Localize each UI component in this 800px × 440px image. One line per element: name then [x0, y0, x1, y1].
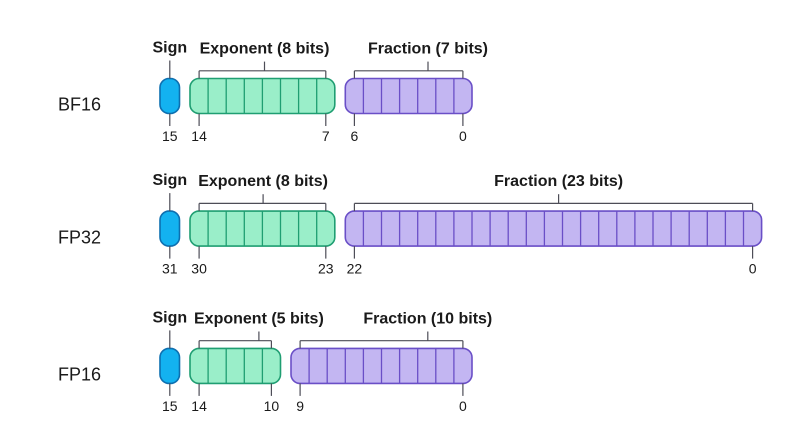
- svg-text:15: 15: [162, 398, 178, 414]
- svg-text:Sign: Sign: [152, 309, 187, 326]
- svg-text:Sign: Sign: [152, 40, 187, 57]
- svg-text:0: 0: [459, 398, 467, 414]
- svg-text:9: 9: [296, 398, 304, 414]
- svg-text:30: 30: [191, 261, 207, 277]
- svg-text:0: 0: [459, 128, 467, 144]
- svg-text:14: 14: [191, 128, 207, 144]
- svg-text:31: 31: [162, 261, 178, 277]
- svg-text:22: 22: [347, 261, 363, 277]
- svg-text:23: 23: [318, 261, 334, 277]
- svg-text:FP16: FP16: [58, 365, 101, 385]
- svg-text:Exponent (5 bits): Exponent (5 bits): [194, 311, 324, 328]
- svg-text:Exponent (8 bits): Exponent (8 bits): [198, 173, 328, 190]
- svg-text:Fraction (7 bits): Fraction (7 bits): [368, 41, 488, 58]
- svg-text:0: 0: [749, 261, 757, 277]
- svg-text:7: 7: [322, 128, 330, 144]
- svg-text:Fraction (23 bits): Fraction (23 bits): [494, 173, 623, 190]
- svg-text:14: 14: [191, 398, 207, 414]
- svg-text:FP32: FP32: [58, 227, 101, 247]
- svg-text:6: 6: [351, 128, 359, 144]
- svg-text:Sign: Sign: [152, 172, 187, 189]
- svg-text:BF16: BF16: [58, 95, 101, 115]
- svg-text:15: 15: [162, 128, 178, 144]
- svg-text:Exponent (8 bits): Exponent (8 bits): [200, 41, 330, 58]
- svg-text:10: 10: [264, 398, 280, 414]
- svg-text:Fraction (10 bits): Fraction (10 bits): [363, 311, 492, 328]
